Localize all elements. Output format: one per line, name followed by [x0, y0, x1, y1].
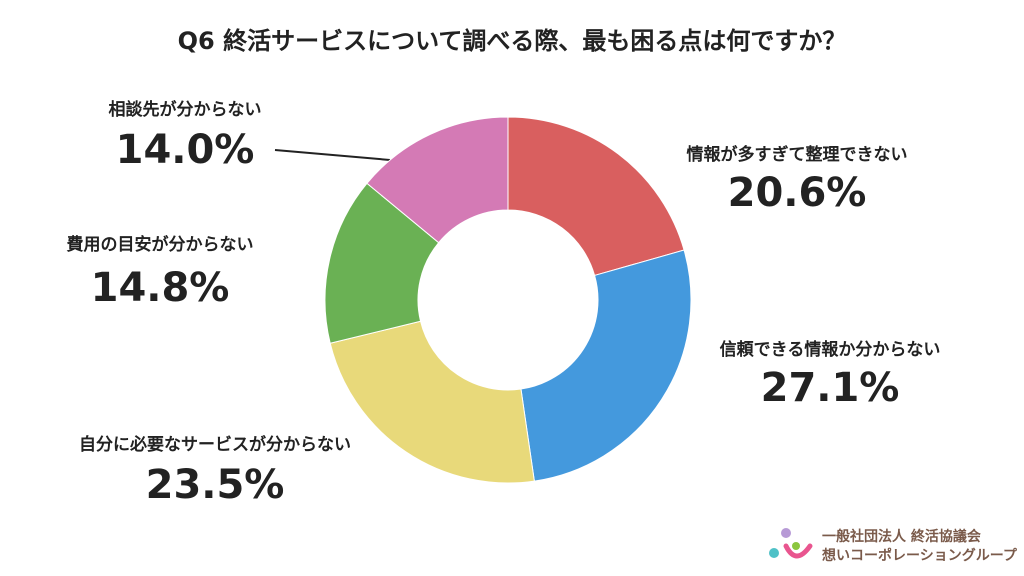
logo-text: 想いコーポレーショングループ [821, 547, 1018, 564]
logo-dot [792, 542, 800, 550]
value-label: 20.6% [728, 170, 867, 216]
donut-segment [324, 182, 440, 344]
chart-title: Q6 終活サービスについて調べる際、最も困る点は何ですか？ [178, 27, 847, 55]
category-label: 相談先が分からない [109, 99, 262, 120]
logo-icon [769, 528, 813, 559]
donut-segment [507, 116, 685, 277]
donut-segment [520, 249, 692, 482]
category-label: 自分に必要なサービスが分からない [79, 434, 351, 455]
value-label: 27.1% [761, 365, 900, 411]
leader-line [274, 149, 391, 161]
donut-segment [329, 320, 535, 484]
category-label: 信頼できる情報か分からない [720, 339, 941, 360]
donut-segment [366, 116, 509, 244]
value-label: 14.0% [116, 127, 255, 173]
value-label: 23.5% [146, 462, 285, 508]
category-label: 費用の目安が分からない [67, 234, 254, 255]
value-label: 14.8% [91, 265, 230, 311]
category-label: 情報が多すぎて整理できない [687, 144, 908, 165]
logo-smile [783, 543, 813, 559]
logo-dot [769, 548, 779, 558]
logo-text: 一般社団法人 終活協議会 [822, 528, 982, 545]
logo-dot [781, 528, 791, 538]
